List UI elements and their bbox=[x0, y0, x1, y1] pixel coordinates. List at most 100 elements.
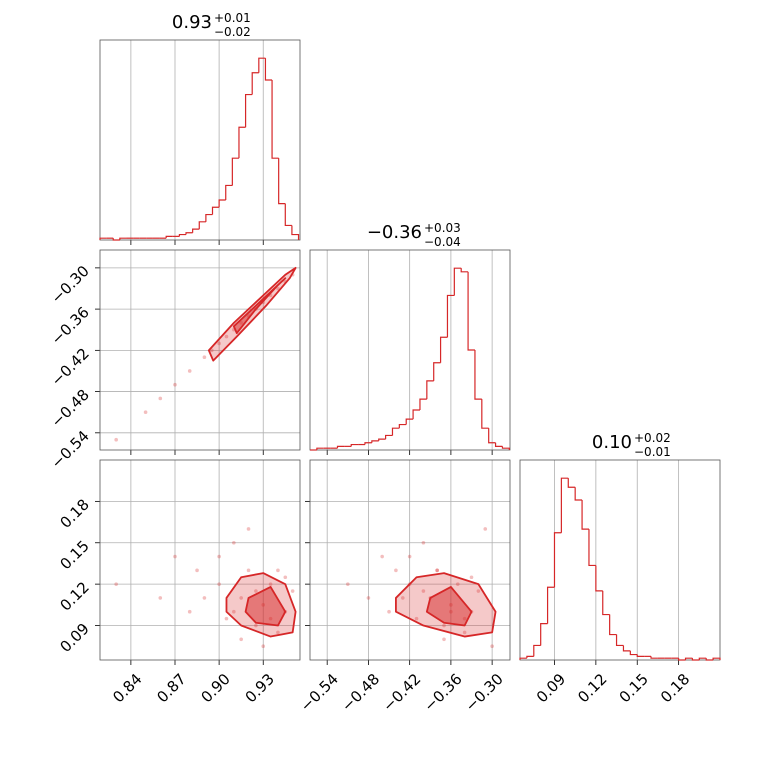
histogram-bin bbox=[609, 614, 617, 636]
scatter-point bbox=[202, 596, 207, 600]
scatter-point bbox=[187, 369, 192, 373]
histogram-bin bbox=[615, 634, 624, 647]
histogram-bin bbox=[99, 237, 107, 240]
panel-title: 0.10 bbox=[592, 432, 632, 453]
histogram-bin bbox=[291, 225, 300, 240]
histogram-bin bbox=[678, 658, 686, 661]
histogram-bin bbox=[540, 623, 548, 646]
scatter-point bbox=[261, 644, 266, 649]
x-tick-label: 0.18 bbox=[657, 670, 693, 706]
title-upper: +0.03 bbox=[424, 221, 461, 235]
scatter-point bbox=[239, 596, 243, 600]
histogram-bin bbox=[433, 362, 441, 381]
scatter-point bbox=[421, 540, 426, 545]
histogram-bin bbox=[474, 350, 482, 400]
histogram-bin bbox=[218, 199, 226, 208]
scatter-point bbox=[435, 568, 439, 573]
histogram-bin bbox=[371, 440, 379, 443]
scatter-point bbox=[232, 540, 236, 545]
x-tick-label: 0.84 bbox=[109, 670, 145, 706]
scatter-point bbox=[217, 554, 221, 559]
scatter-point bbox=[232, 609, 236, 614]
x-tick-label: 0.09 bbox=[533, 670, 569, 706]
x-tick-label: −0.54 bbox=[297, 670, 342, 715]
histogram-bin bbox=[684, 657, 693, 660]
histogram-bin bbox=[629, 650, 638, 656]
scatter-point bbox=[187, 609, 192, 614]
panel-frame bbox=[99, 249, 301, 451]
scatter-point bbox=[202, 355, 207, 360]
histogram-bin bbox=[588, 529, 596, 567]
histogram-bin bbox=[178, 233, 187, 237]
histogram-bin bbox=[251, 72, 259, 95]
scatter-point bbox=[421, 589, 426, 593]
scatter-point bbox=[387, 609, 391, 614]
histogram-bin bbox=[581, 500, 589, 530]
y-tick-label: −0.48 bbox=[48, 386, 93, 431]
y-tick-label: −0.36 bbox=[48, 303, 93, 348]
scatter-point bbox=[276, 568, 280, 573]
x-tick-label: −0.48 bbox=[338, 670, 383, 715]
histogram-bin bbox=[336, 445, 345, 449]
histogram-bin bbox=[244, 93, 253, 128]
panel-frame bbox=[99, 39, 301, 241]
scatter-point bbox=[268, 582, 273, 586]
histogram-bin bbox=[467, 271, 475, 351]
histogram-bin bbox=[225, 184, 233, 200]
scatter-point bbox=[217, 582, 221, 586]
scatter-point bbox=[407, 554, 412, 559]
histogram-bin bbox=[350, 443, 359, 447]
histogram-bin bbox=[264, 58, 273, 81]
density-contour bbox=[244, 585, 287, 627]
scatter-point bbox=[276, 286, 280, 291]
x-tick-label: 0.15 bbox=[616, 670, 652, 706]
scatter-point bbox=[246, 527, 251, 531]
title-lower: −0.04 bbox=[424, 235, 461, 249]
histogram-bin bbox=[595, 565, 603, 592]
scatter-point bbox=[469, 575, 474, 580]
histogram-bin bbox=[419, 398, 427, 410]
histogram-bin bbox=[271, 80, 279, 159]
y-tick-label: 0.12 bbox=[56, 578, 92, 614]
scatter-point bbox=[483, 527, 488, 531]
histogram-bin bbox=[426, 380, 434, 400]
histogram-bin bbox=[238, 126, 246, 159]
histogram-bin bbox=[378, 438, 386, 441]
histogram-bin bbox=[112, 238, 120, 241]
histogram-bin bbox=[494, 442, 503, 447]
histogram-bin bbox=[119, 237, 127, 240]
panel-frame bbox=[309, 459, 511, 661]
title-upper: +0.01 bbox=[214, 11, 251, 25]
scatter-point bbox=[173, 382, 177, 387]
histogram-bin bbox=[258, 57, 266, 73]
scatter-point bbox=[195, 568, 199, 573]
histogram-bin bbox=[165, 235, 173, 239]
scatter-point bbox=[173, 554, 177, 559]
histogram-bin bbox=[712, 657, 721, 660]
histogram-bin bbox=[398, 423, 407, 429]
x-tick-label: 0.12 bbox=[574, 670, 610, 706]
density-contour bbox=[425, 585, 473, 627]
scatter-point bbox=[380, 554, 384, 559]
scatter-point bbox=[290, 589, 295, 593]
scatter-point bbox=[114, 437, 118, 442]
scatter-point bbox=[283, 575, 288, 580]
scatter-point bbox=[442, 637, 446, 642]
scatter-point bbox=[366, 596, 371, 600]
histogram-bin bbox=[650, 656, 658, 659]
scatter-point bbox=[414, 616, 419, 621]
y-tick-label: 0.09 bbox=[56, 620, 92, 656]
y-tick-label: 0.15 bbox=[56, 537, 92, 573]
x-tick-label: 0.87 bbox=[153, 670, 189, 706]
histogram-bin bbox=[622, 645, 631, 652]
scatter-point bbox=[400, 596, 405, 600]
histogram-bin bbox=[636, 654, 645, 657]
scatter-point bbox=[239, 637, 243, 642]
scatter-point bbox=[276, 630, 280, 635]
histogram-bin bbox=[205, 213, 213, 222]
histogram-bin bbox=[488, 428, 496, 444]
scatter-point bbox=[442, 623, 446, 628]
scatter-point bbox=[346, 582, 350, 586]
scatter-point bbox=[490, 644, 494, 649]
y-tick-label: −0.54 bbox=[48, 427, 93, 472]
